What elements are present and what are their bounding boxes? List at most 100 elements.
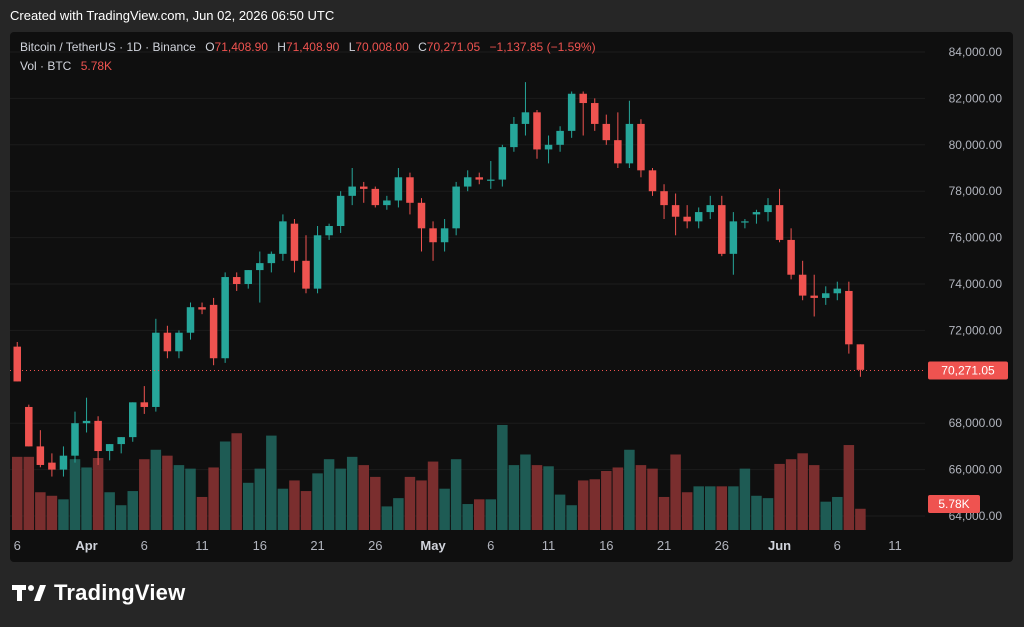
candle[interactable] [475,172,484,185]
candle[interactable] [741,219,749,229]
candle-body [683,216,691,222]
x-tick-label: Jun [768,538,791,553]
candle[interactable] [129,402,137,442]
candle[interactable] [567,91,576,138]
y-tick-label: 76,000.00 [949,231,1003,245]
volume-bar [566,505,577,530]
candle[interactable] [152,318,160,412]
volume-bar [543,466,554,530]
candle[interactable] [798,260,807,301]
candle[interactable] [429,221,437,261]
x-tick-label: 16 [599,538,613,553]
candle[interactable] [614,112,622,168]
candle[interactable] [787,228,795,280]
candle[interactable] [498,144,507,187]
candle[interactable] [59,446,68,477]
candle[interactable] [764,198,772,222]
candle[interactable] [533,110,541,159]
candle-body [279,221,287,254]
candle[interactable] [163,325,172,359]
candle[interactable] [683,205,691,229]
candle[interactable] [510,116,518,152]
candle-body [325,226,333,236]
last-volume-label: 5.78K [938,497,969,511]
candle[interactable] [648,168,657,196]
candle[interactable] [579,91,587,136]
candle[interactable] [845,281,853,354]
candle[interactable] [810,274,818,317]
candle[interactable] [694,207,703,229]
candle[interactable] [602,114,611,145]
candle[interactable] [71,411,79,463]
candle-body [845,290,853,345]
candlestick-chart[interactable]: 84,000.00 82,000.00 80,000.00 78,000.00 76,0… [10,32,1013,562]
volume-bar [450,459,462,530]
candle[interactable] [209,297,218,366]
candle[interactable] [94,416,102,465]
candle[interactable] [856,344,865,377]
candle-body [487,179,495,181]
candle[interactable] [752,209,761,224]
candle[interactable] [256,251,264,303]
candle[interactable] [729,212,738,275]
candle[interactable] [706,195,715,220]
chart-panel[interactable]: 84,000.00 82,000.00 80,000.00 78,000.00 76,0… [10,32,1013,562]
candle[interactable] [487,161,495,189]
candle[interactable] [279,214,287,261]
y-tick-label: 68,000.00 [949,416,1003,430]
candle[interactable] [660,184,668,220]
candle[interactable] [25,404,33,447]
candle[interactable] [822,286,830,305]
candle[interactable] [186,302,195,340]
candle[interactable] [440,219,449,252]
candle[interactable] [348,168,356,206]
candle-body [82,420,91,424]
candle[interactable] [313,226,322,294]
volume-bar [277,488,289,530]
candle[interactable] [360,181,368,203]
candle[interactable] [671,193,680,236]
candle[interactable] [383,195,391,210]
candle[interactable] [13,342,22,382]
candle[interactable] [105,444,114,461]
candle[interactable] [221,272,229,363]
candle[interactable] [325,223,333,240]
candle[interactable] [417,198,426,252]
candle[interactable] [394,168,403,208]
candle[interactable] [290,219,299,273]
y-tick-label: 72,000.00 [949,323,1003,337]
candle[interactable] [336,191,345,233]
candle[interactable] [82,397,91,433]
candle-body [71,423,79,456]
tradingview-logo[interactable]: TradingView [12,580,185,606]
candle-body [544,144,553,150]
volume-bar [635,465,647,530]
candle[interactable] [406,172,414,215]
candle[interactable] [267,251,276,273]
candle[interactable] [625,100,634,168]
x-tick-label: 6 [141,538,148,553]
candle[interactable] [371,186,380,208]
candle[interactable] [36,430,45,468]
candle[interactable] [637,119,645,178]
candle[interactable] [140,386,149,414]
candle[interactable] [48,453,56,477]
candle[interactable] [452,181,460,236]
candle[interactable] [775,188,784,243]
candle-body [152,332,160,407]
candle[interactable] [544,135,553,164]
candle[interactable] [244,270,253,289]
candle[interactable] [175,330,183,359]
x-tick-label: 6 [834,538,841,553]
candle[interactable] [521,82,530,136]
candle[interactable] [198,302,206,315]
candle[interactable] [718,195,726,257]
candle[interactable] [591,98,599,131]
candle[interactable] [117,437,125,454]
candle[interactable] [302,235,310,294]
candle[interactable] [463,170,472,192]
x-tick-label: 11 [542,538,556,553]
candle[interactable] [232,272,241,291]
candle[interactable] [556,126,564,152]
candle[interactable] [833,281,842,301]
